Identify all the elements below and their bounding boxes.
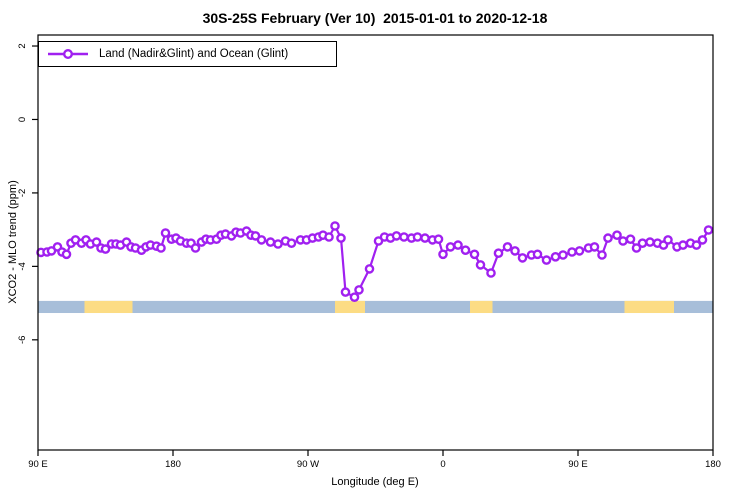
data-point-marker	[631, 243, 642, 253]
data-point-marker	[502, 242, 513, 252]
data-point-marker	[330, 221, 340, 231]
data-point-marker	[156, 243, 166, 253]
x-tick-label: 90 E	[568, 459, 588, 470]
data-point-marker	[678, 240, 688, 250]
data-point-marker	[475, 260, 486, 270]
data-point-marker	[469, 249, 480, 260]
data-point-marker	[637, 238, 648, 248]
data-point-marker	[324, 232, 334, 242]
y-axis-label: XCO2 - MLO trend (ppm)	[7, 180, 19, 304]
data-point-marker	[433, 234, 444, 244]
land-band-segment	[335, 300, 365, 314]
legend-line-sample-icon	[48, 48, 88, 59]
data-point-marker	[625, 234, 636, 244]
data-point-marker	[486, 268, 496, 278]
plot-frame	[37, 34, 714, 451]
data-point-marker	[420, 233, 430, 243]
data-point-marker	[703, 225, 714, 235]
data-point-marker	[567, 247, 577, 257]
data-point-marker	[286, 238, 297, 248]
data-point-marker	[256, 235, 267, 245]
x-tick-label: 180	[705, 459, 721, 470]
data-point-marker	[691, 240, 702, 250]
chart-title: 30S-25S February (Ver 10) 2015-01-01 to …	[202, 10, 548, 26]
data-point-marker	[349, 292, 360, 303]
legend-label: Land (Nadir&Glint) and Ocean (Glint)	[99, 48, 289, 60]
data-point-marker	[532, 249, 543, 260]
data-point-marker	[558, 250, 568, 260]
data-point-marker	[265, 237, 276, 247]
land-band-segment	[84, 300, 133, 314]
data-point-marker	[697, 235, 708, 245]
land-band-segment	[624, 300, 674, 314]
data-point-marker	[574, 246, 585, 256]
data-point-marker	[493, 248, 504, 258]
data-point-marker	[336, 233, 346, 243]
y-tick-label: -6	[17, 336, 28, 344]
data-point-marker	[91, 237, 102, 247]
data-point-marker	[445, 242, 456, 252]
x-tick-label: 90 W	[297, 459, 319, 470]
x-tick-label: 0	[440, 459, 445, 470]
x-tick-label: 90 E	[28, 459, 48, 470]
y-tick-label: -4	[17, 262, 28, 270]
data-point-marker	[645, 237, 655, 247]
data-point-marker	[61, 249, 72, 260]
data-point-marker	[364, 264, 375, 274]
x-tick-label: 180	[165, 459, 181, 470]
legend: Land (Nadir&Glint) and Ocean (Glint)	[38, 41, 337, 67]
data-point-marker	[663, 235, 673, 245]
x-axis-label: Longitude (deg E)	[331, 476, 419, 488]
data-point-marker	[460, 245, 471, 255]
data-point-marker	[190, 243, 201, 253]
data-point-marker	[160, 228, 171, 238]
data-point-marker	[541, 255, 552, 265]
ocean-band	[38, 300, 713, 314]
data-point-marker	[510, 246, 520, 256]
data-point-marker	[612, 230, 622, 240]
data-point-marker	[550, 251, 561, 262]
y-tick-label: -2	[17, 189, 28, 197]
y-tick-label: 2	[17, 43, 28, 48]
data-point-marker	[100, 244, 111, 254]
land-band-segment	[470, 300, 493, 314]
y-tick-label: 0	[17, 117, 28, 122]
data-point-marker	[453, 240, 463, 250]
data-point-marker	[603, 233, 613, 243]
data-point-marker	[517, 253, 528, 263]
data-point-marker	[273, 239, 283, 249]
data-point-marker	[340, 287, 351, 297]
data-point-marker	[412, 232, 423, 242]
data-point-marker	[618, 236, 628, 246]
data-point-marker	[438, 249, 448, 260]
data-point-marker	[391, 231, 402, 241]
data-point-marker	[399, 232, 409, 242]
data-point-marker	[354, 285, 364, 295]
data-point-marker	[597, 250, 607, 260]
data-point-marker	[589, 242, 600, 252]
